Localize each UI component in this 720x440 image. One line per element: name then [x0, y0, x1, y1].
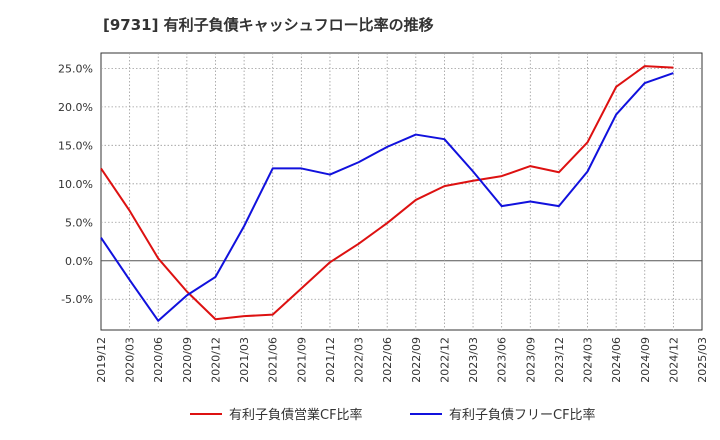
x-tick-label: 2022/12	[438, 337, 451, 383]
x-tick-label: 2022/09	[410, 337, 423, 383]
legend-label-1: 有利子負債営業CF比率	[229, 407, 363, 423]
y-tick-label: 10.0%	[58, 178, 93, 191]
x-tick-label: 2023/09	[524, 337, 537, 383]
legend-label-2: 有利子負債フリーCF比率	[449, 407, 596, 423]
x-tick-label: 2022/06	[381, 337, 394, 383]
plot-area	[100, 52, 703, 331]
x-tick-label: 2021/06	[267, 337, 280, 383]
series-lines	[100, 65, 674, 322]
gridlines	[101, 53, 702, 330]
x-tick-label: 2023/12	[553, 337, 566, 383]
x-tick-label: 2020/03	[124, 337, 137, 383]
x-tick-label: 2024/09	[639, 337, 652, 383]
series-line-2	[100, 72, 674, 322]
x-tick-label: 2023/06	[496, 337, 509, 383]
x-tick-label: 2024/12	[667, 337, 680, 383]
y-tick-label: 25.0%	[58, 62, 93, 75]
x-tick-label: 2024/06	[610, 337, 623, 383]
y-tick-label: 20.0%	[58, 101, 93, 114]
x-tick-label: 2021/12	[324, 337, 337, 383]
y-tick-label: -5.0%	[61, 293, 93, 306]
x-tick-label: 2021/09	[295, 337, 308, 383]
chart-title: [9731] 有利子負債キャッシュフロー比率の推移	[103, 16, 434, 34]
y-tick-label: 5.0%	[65, 216, 93, 229]
x-tick-label: 2023/03	[467, 337, 480, 383]
x-tick-label: 2024/03	[582, 337, 595, 383]
x-tick-label: 2020/09	[181, 337, 194, 383]
y-tick-label: 0.0%	[65, 255, 93, 268]
x-axis-ticks: 2019/12 2020/03 2020/06 2020/09 2020/12 2021/…	[95, 337, 709, 383]
x-tick-label: 2020/12	[209, 337, 222, 383]
x-tick-label: 2022/03	[353, 337, 366, 383]
x-tick-label: 2019/12	[95, 337, 108, 383]
legend: 有利子負債営業CF比率 有利子負債フリーCF比率	[190, 407, 596, 423]
x-tick-label: 2025/03	[696, 337, 709, 383]
x-tick-label: 2020/06	[152, 337, 165, 383]
y-axis-ticks: -5.0% 0.0% 5.0% 10.0% 15.0% 20.0% 25.0%	[58, 62, 93, 306]
x-tick-label: 2021/03	[238, 337, 251, 383]
series-line-1	[100, 65, 674, 321]
y-tick-label: 15.0%	[58, 139, 93, 152]
